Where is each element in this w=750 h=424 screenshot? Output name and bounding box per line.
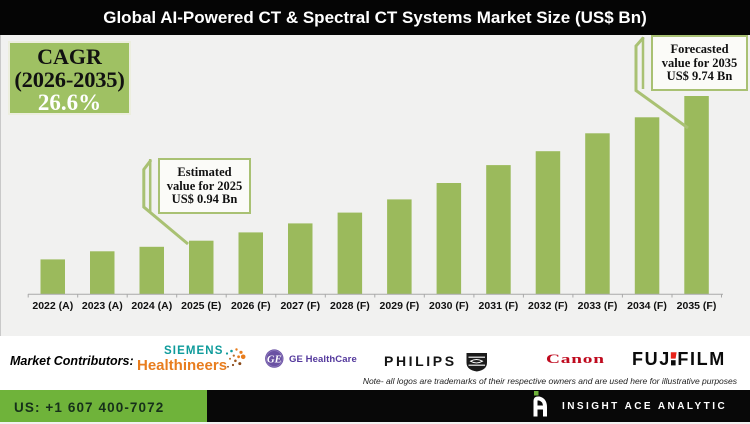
svg-text:GE: GE <box>267 355 282 366</box>
